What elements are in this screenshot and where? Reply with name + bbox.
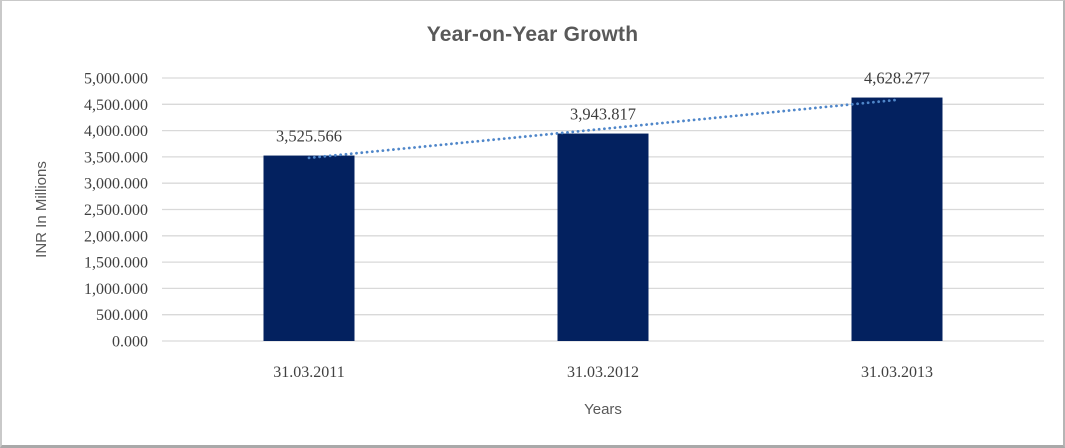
y-tick-label: 3,000.000 bbox=[84, 176, 148, 193]
y-tick-label: 1,500.000 bbox=[84, 255, 148, 272]
y-tick-label: 2,000.000 bbox=[84, 228, 148, 245]
x-tick-label: 31.03.2011 bbox=[273, 364, 344, 381]
x-tick-label: 31.03.2013 bbox=[861, 364, 933, 381]
y-tick-label: 1,000.000 bbox=[84, 281, 148, 298]
y-tick-label: 4,000.000 bbox=[84, 123, 148, 140]
y-tick-label: 500.000 bbox=[96, 307, 148, 324]
y-tick-label: 5,000.000 bbox=[84, 71, 148, 88]
x-axis-title: Years bbox=[584, 401, 622, 418]
y-tick-label: 0.000 bbox=[112, 334, 148, 351]
data-label: 3,525.566 bbox=[276, 127, 342, 146]
y-tick-label: 2,500.000 bbox=[84, 202, 148, 219]
chart-title: Year-on-Year Growth bbox=[426, 23, 639, 46]
y-tick-label: 4,500.000 bbox=[84, 97, 148, 114]
y-tick-label: 3,500.000 bbox=[84, 149, 148, 166]
bar bbox=[851, 97, 943, 341]
bar bbox=[263, 155, 355, 341]
data-label: 4,628.277 bbox=[864, 69, 930, 88]
trendline bbox=[307, 98, 899, 160]
x-tick-label: 31.03.2012 bbox=[567, 364, 639, 381]
data-label: 3,943.817 bbox=[570, 105, 636, 124]
bar bbox=[557, 133, 649, 341]
